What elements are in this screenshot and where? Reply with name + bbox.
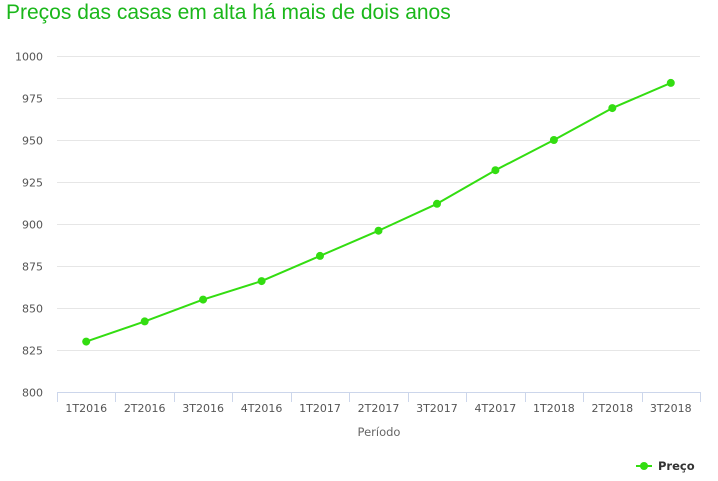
chart-title: Preços das casas em alta há mais de dois… [6,1,451,24]
y-tick-label: 975 [22,93,43,106]
data-point[interactable] [666,78,675,87]
data-point[interactable] [374,226,383,235]
y-tick-label: 925 [22,177,43,190]
x-tick-label: 2T2016 [124,402,166,415]
data-point[interactable] [316,251,324,260]
y-axis-tick-labels: 800 825 850 875 900 925 950 975 1000 [15,51,43,400]
data-point[interactable] [257,277,266,286]
y-tick-label: 825 [22,345,43,358]
x-tick-label: 3T2016 [182,402,224,415]
data-point[interactable] [140,317,149,326]
y-tick-label: 900 [22,219,43,232]
x-tick-label: 1T2018 [533,402,575,415]
y-tick-label: 950 [22,135,43,148]
data-point[interactable] [549,136,558,144]
x-axis-tick-labels: 1T2016 2T2016 3T2016 4T2016 1T2017 2T2017 3T20… [65,402,691,415]
y-tick-label: 875 [22,261,43,274]
data-point[interactable] [608,104,617,113]
y-tick-label: 1000 [15,51,43,64]
x-tick-label: 2T2017 [358,402,400,415]
data-point[interactable] [491,166,500,175]
legend[interactable]: Preço [636,459,695,473]
data-point[interactable] [433,199,441,208]
series-preco [82,78,675,346]
y-tick-label: 800 [22,387,43,400]
legend-item-preco[interactable]: Preço [658,459,695,473]
x-tick-label: 2T2018 [591,402,633,415]
y-tick-label: 850 [22,303,43,316]
data-point[interactable] [199,295,208,304]
x-tick-label: 3T2017 [416,402,458,415]
x-axis [57,392,701,402]
series-line [85,81,672,343]
grid-lines [57,56,700,351]
data-point[interactable] [82,337,91,346]
x-tick-label: 1T2017 [299,402,341,415]
x-tick-label: 4T2017 [475,402,517,415]
x-axis-title: Período [358,425,401,439]
x-tick-label: 1T2016 [65,402,107,415]
x-tick-label: 3T2018 [650,402,692,415]
x-tick-label: 4T2016 [241,402,283,415]
legend-dot-marker [640,462,648,470]
